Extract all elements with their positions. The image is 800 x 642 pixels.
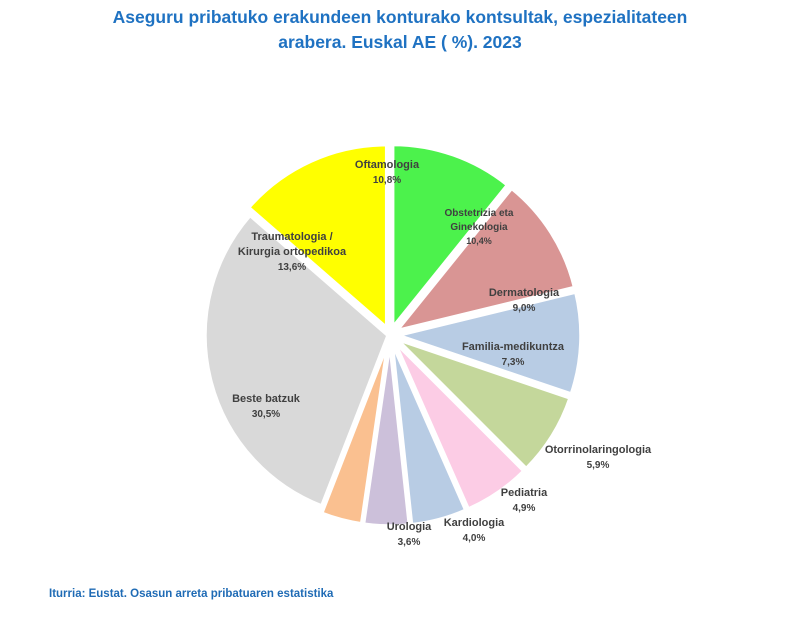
pie-slice-dermatologia xyxy=(391,289,583,397)
pie-slice-urologia xyxy=(319,342,390,526)
chart-title-line-1: Aseguru pribatuko erakundeen konturako k… xyxy=(112,7,688,27)
pie-slice-familia-medikuntza xyxy=(395,337,573,472)
slice-label-traumatologia-kirurgia-ortopedikoa-1: Traumatologia / xyxy=(251,231,332,243)
slice-value-beste-batzuk: 30,5% xyxy=(252,409,280,420)
slice-label-obstetrizia-eta-ginekologia-1: Obstetrizia eta xyxy=(445,208,514,219)
slice-label-urologia-1: Urologia xyxy=(387,521,432,533)
slice-value-kardiologia: 4,0% xyxy=(463,533,486,544)
slice-label-oftamologia-1: Oftamologia xyxy=(355,159,420,171)
slice-label-familia-medikuntza-1: Familia-medikuntza xyxy=(462,341,565,353)
slice-label-pediatria-1: Pediatria xyxy=(501,487,548,499)
source-note: Iturria: Eustat. Osasun arreta pribatuar… xyxy=(49,588,334,600)
pie-slice-oftamologia xyxy=(390,142,510,333)
slice-value-urologia: 3,6% xyxy=(398,537,421,548)
slice-label-kardiologia-1: Kardiologia xyxy=(444,517,505,529)
slice-label-obstetrizia-eta-ginekologia-2: Ginekologia xyxy=(450,222,508,233)
pie-slice-otorrinolaringologia xyxy=(392,340,527,512)
slice-value-traumatologia-kirurgia-ortopedikoa: 13,6% xyxy=(278,262,306,273)
slice-label-otorrinolaringologia-1: Otorrinolaringologia xyxy=(545,444,652,456)
slice-value-oftamologia: 10,8% xyxy=(373,175,401,186)
slice-value-pediatria: 4,9% xyxy=(513,503,536,514)
slice-value-dermatologia: 9,0% xyxy=(513,303,536,314)
pie-labels: Oftamologia 10,8% Obstetrizia eta Ginekolog… xyxy=(232,159,652,548)
pie-slice-traumatologia-kirurgia-ortopedikoa xyxy=(246,142,389,332)
slice-label-traumatologia-kirurgia-ortopedikoa-2: Kirurgia ortopedikoa xyxy=(238,246,347,258)
slice-label-dermatologia-1: Dermatologia xyxy=(489,287,560,299)
slice-label-beste-batzuk-1: Beste batzuk xyxy=(232,393,301,405)
pie-slice-obstetrizia-eta-ginekologia xyxy=(392,185,577,334)
slice-value-familia-medikuntza: 7,3% xyxy=(502,357,525,368)
slice-value-obstetrizia-eta-ginekologia: 10,4% xyxy=(466,236,492,246)
pie-slice-pediatria xyxy=(390,342,469,527)
slice-value-otorrinolaringologia: 5,9% xyxy=(587,460,610,471)
chart-title-line-2: arabera. Euskal AE ( %). 2023 xyxy=(278,32,522,52)
pie-slice-beste-batzuk xyxy=(203,212,391,509)
chart-title: Aseguru pribatuko erakundeen konturako k… xyxy=(0,5,800,55)
pie-slices xyxy=(203,142,583,528)
pie-slice-kardiologia xyxy=(361,342,412,528)
